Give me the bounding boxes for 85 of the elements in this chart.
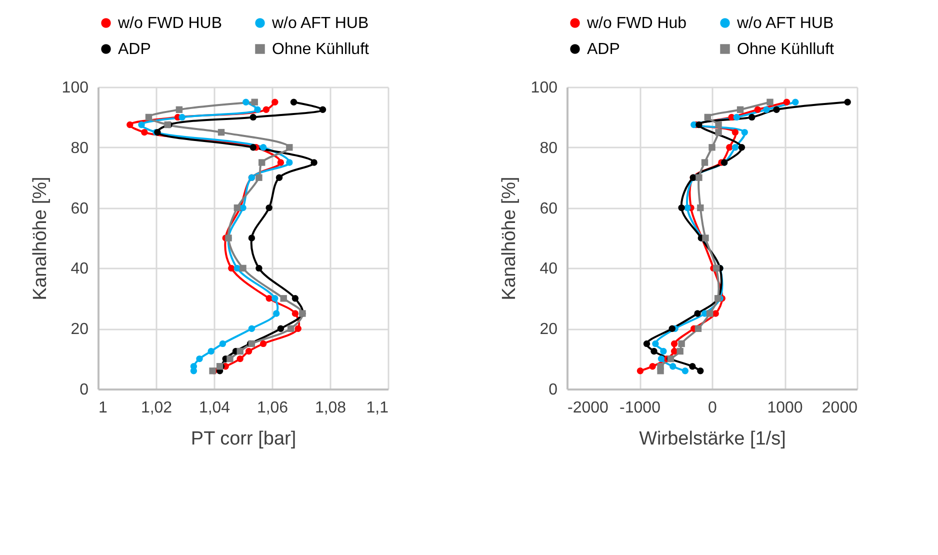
point [236,355,244,362]
point [250,114,257,121]
y-tick-label: 40 [70,260,89,278]
y-tick-label: 0 [80,382,89,398]
legend-label: Ohne Kühlluft [272,41,370,58]
point [256,174,262,181]
x-tick-label: -2000 [568,400,609,416]
point [272,310,280,317]
x-tick-label: 1,1 [366,400,389,416]
y-tick-label: 0 [548,382,558,398]
y-tick-label: 20 [540,321,558,338]
legend-label: ADP [118,41,151,58]
point [190,368,198,374]
point [294,325,302,332]
point [228,264,235,272]
point [319,106,326,113]
y-tick-label: 40 [540,260,558,278]
point [141,128,148,136]
y-axis-title: Kanalhöhe [%] [30,176,51,300]
x-tick-label: 1,04 [198,400,230,416]
point [176,106,183,114]
y-tick-label: 100 [62,80,89,96]
point [245,348,252,355]
x-axis-title: Wirbelstärke [1/s] [639,428,786,450]
point [286,159,293,166]
y-tick-label: 20 [70,321,89,338]
point [138,121,145,128]
point [290,98,298,106]
legend-label: Ohne Kühlluft [737,41,835,58]
y-tick-label: 80 [70,140,89,157]
point [236,348,244,355]
point [145,114,152,121]
x-tick-label: 0 [708,400,718,416]
x-tick-label: 1 [98,400,108,416]
point [240,204,246,212]
point [248,234,256,242]
point [126,121,134,128]
point [254,106,261,113]
point [280,295,287,302]
y-axis-title: Kanalhöhe [%] [498,176,520,300]
x-tick-label: 2000 [822,400,858,416]
point [292,295,299,302]
point [178,114,186,121]
point [272,295,278,302]
point [242,98,250,106]
point [234,204,241,212]
point [260,340,267,348]
point [276,174,283,181]
y-tick-label: 100 [530,80,558,96]
x-tick-label: -1000 [620,400,661,416]
x-axis-title: PT corr [bar] [190,428,296,450]
point [208,348,214,355]
y-tick-label: 60 [70,200,89,218]
point [219,340,226,348]
x-tick-label: 1,08 [314,400,346,416]
point [260,144,267,151]
point [287,325,294,332]
point [292,310,299,317]
point [218,128,225,136]
point [256,264,262,272]
point [266,204,272,212]
point [286,144,293,151]
y-tick-label: 80 [540,140,558,157]
legend-label: w/o FWD Hub [586,15,687,32]
legend-label: ADP [587,41,620,58]
point [226,355,234,362]
x-tick-label: 1,02 [140,400,172,416]
point [266,295,272,302]
point [251,98,258,106]
point [258,159,266,166]
point [196,355,203,362]
legend-label: w/o AFT HUB [736,15,834,32]
point [272,98,278,106]
x-tick-label: 1,06 [256,400,288,416]
point [250,144,257,151]
point [277,159,284,166]
y-tick-label: 60 [540,200,558,218]
point [277,325,284,332]
legend-label: w/o AFT HUB [271,15,369,32]
point [310,159,318,166]
point [240,264,246,272]
point [248,325,256,332]
x-tick-label: 1000 [767,400,803,416]
point [262,106,270,113]
legend-label: w/o FWD HUB [117,15,222,32]
